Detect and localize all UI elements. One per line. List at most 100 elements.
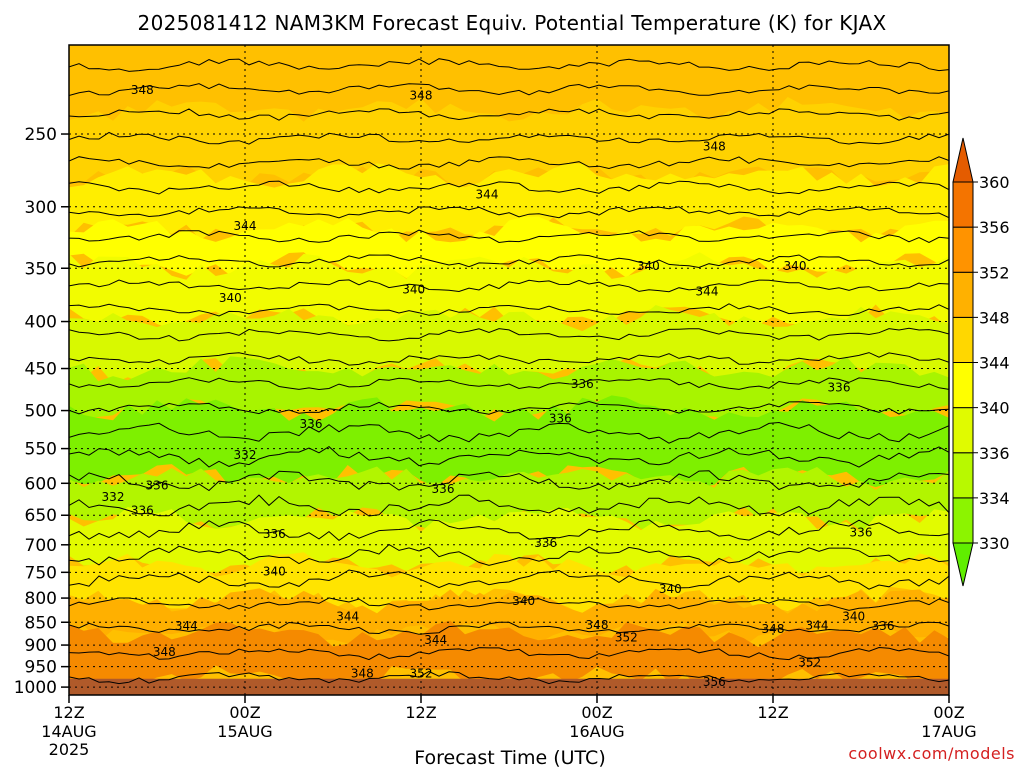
contour-line <box>69 352 949 366</box>
colorbar-segment <box>952 407 974 454</box>
x-tick-label: 12Z <box>405 703 436 722</box>
x-tick-date: 16AUG <box>569 722 624 741</box>
contour-label: 348 <box>131 83 154 97</box>
contour-label: 336 <box>432 482 455 496</box>
field-band <box>69 163 949 240</box>
contour-label: 336 <box>872 619 895 633</box>
y-tick-label: 400 <box>25 313 57 333</box>
contour-line <box>69 229 949 244</box>
colorbar-arrow-high <box>952 137 974 183</box>
y-tick-label: 450 <box>25 360 57 380</box>
contour-label: 348 <box>586 618 609 632</box>
contour-label: 340 <box>402 282 425 296</box>
contour-label: 344 <box>476 188 499 202</box>
y-tick-label: 800 <box>25 589 57 609</box>
contour-line <box>69 83 949 96</box>
y-tick-label: 950 <box>25 658 57 678</box>
contour-label: 336 <box>131 503 154 517</box>
contour-label: 340 <box>842 610 865 624</box>
colorbar-label: 348 <box>979 308 1010 327</box>
contour-line <box>69 156 949 170</box>
y-tick-label: 700 <box>25 536 57 556</box>
contour-label: 336 <box>828 381 851 395</box>
colorbar-segment <box>952 362 974 409</box>
colorbar-label: 356 <box>979 218 1010 237</box>
x-tick-label: 00Z <box>933 703 964 722</box>
contour-label: 348 <box>410 89 433 103</box>
y-tick-label: 850 <box>25 613 57 633</box>
y-tick-label: 300 <box>25 198 57 218</box>
x-tick-label: 00Z <box>229 703 260 722</box>
x-tick-label: 00Z <box>581 703 612 722</box>
contour-line <box>69 327 949 342</box>
field-band <box>69 305 949 384</box>
contour-label: 344 <box>336 610 359 624</box>
contour-label: 344 <box>806 619 829 633</box>
contour-label: 340 <box>263 564 286 578</box>
contour-line <box>69 58 949 72</box>
y-tick-label: 350 <box>25 259 57 279</box>
contour-label: 344 <box>234 219 257 233</box>
colorbar-segment <box>952 316 974 363</box>
field-band <box>69 620 949 693</box>
field-band <box>69 356 949 422</box>
contour-line <box>69 646 949 661</box>
contour-label: 340 <box>784 259 807 273</box>
colorbar-segment <box>952 271 974 318</box>
contour-label: 348 <box>703 140 726 154</box>
x-tick-date: 17AUG <box>921 722 976 741</box>
contour-label: 340 <box>219 291 242 305</box>
contour-label: 340 <box>512 594 535 608</box>
colorbar-label: 352 <box>979 263 1010 282</box>
contour-line <box>69 494 949 517</box>
x-tick-label: 12Z <box>53 703 84 722</box>
colorbar-label: 360 <box>979 173 1010 192</box>
colorbar-segment <box>952 181 974 228</box>
contour-line <box>69 543 949 567</box>
plot-frame <box>68 44 950 696</box>
credit-text: coolwx.com/models <box>848 744 1015 763</box>
colorbar-label: 344 <box>979 354 1010 373</box>
contour-label: 336 <box>534 536 557 550</box>
field-band <box>69 395 949 490</box>
field-band <box>69 678 949 695</box>
contour-line <box>69 377 949 391</box>
contour-label: 356 <box>703 675 726 689</box>
y-tick-label: 1000 <box>14 678 57 698</box>
contour-line <box>69 303 949 317</box>
y-tick-label: 900 <box>25 636 57 656</box>
contour-label: 332 <box>102 490 125 504</box>
colorbar-segment <box>952 452 974 499</box>
contour-label: 344 <box>696 285 719 299</box>
contour-line <box>69 206 949 219</box>
contour-label: 336 <box>146 478 169 492</box>
contour-line <box>69 279 949 293</box>
contour-label: 344 <box>175 619 198 633</box>
field-band <box>69 45 949 124</box>
contour-line <box>69 597 949 611</box>
colorbar-segment <box>952 497 974 544</box>
contour-label: 332 <box>234 448 257 462</box>
colorbar-label: 336 <box>979 444 1010 463</box>
contour-label: 352 <box>410 667 433 681</box>
colorbar-label: 330 <box>979 534 1010 553</box>
colorbar-segment <box>952 226 974 273</box>
contour-label: 344 <box>424 633 447 647</box>
y-tick-label: 650 <box>25 506 57 526</box>
contour-line <box>69 569 949 590</box>
colorbar-label: 340 <box>979 399 1010 418</box>
y-tick-label: 250 <box>25 125 57 145</box>
colorbar-arrow-low <box>952 542 974 587</box>
contour-line <box>69 445 949 468</box>
chart-title: 2025081412 NAM3KM Forecast Equiv. Potent… <box>138 11 887 35</box>
contour-label: 352 <box>798 655 821 669</box>
contour-label: 352 <box>615 630 638 644</box>
y-tick-label: 600 <box>25 474 57 494</box>
colorbar-label: 334 <box>979 489 1010 508</box>
x-tick-year: 2025 <box>49 740 90 759</box>
field-band <box>69 216 949 279</box>
x-tick-date: 14AUG <box>41 722 96 741</box>
y-tick-label: 500 <box>25 402 57 422</box>
contour-line <box>69 254 949 269</box>
